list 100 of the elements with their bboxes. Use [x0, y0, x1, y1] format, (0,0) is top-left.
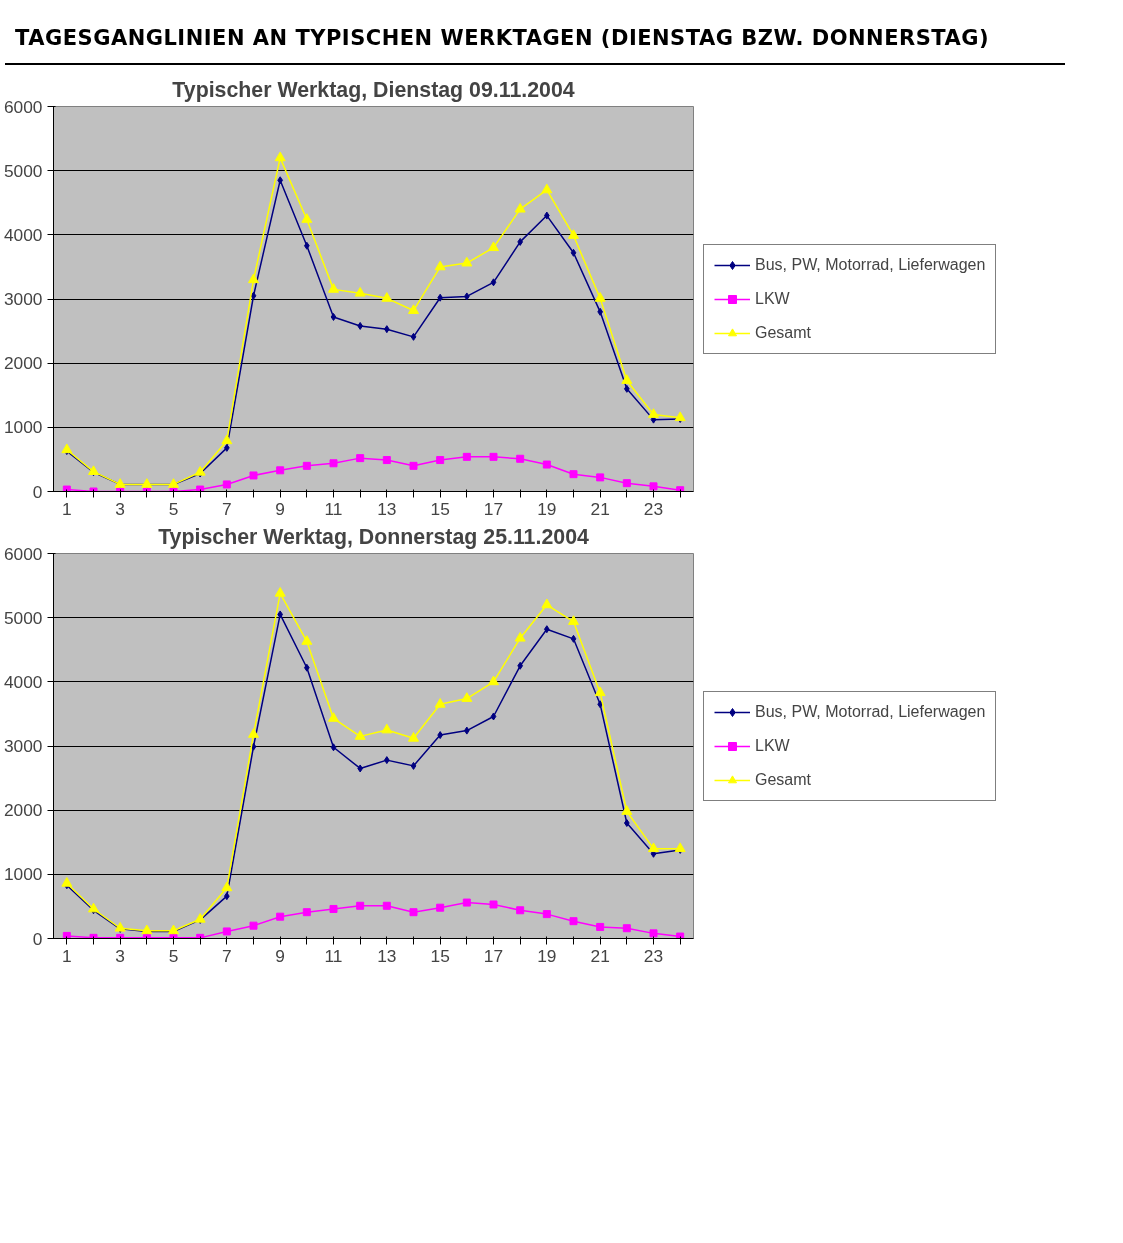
point: [649, 929, 658, 938]
x-tick-label: 13: [377, 945, 397, 966]
point: [62, 485, 71, 492]
point: [301, 635, 313, 645]
point: [276, 912, 285, 921]
chart-title: Typischer Werktag, Dienstag 09.11.2004: [172, 77, 575, 102]
point: [596, 473, 605, 482]
point: [434, 698, 446, 708]
y-tick-label: 6000: [3, 543, 43, 564]
legend-label: LKW: [755, 736, 790, 755]
y-tick-label: 5000: [3, 160, 43, 181]
point: [676, 932, 685, 939]
point: [436, 456, 445, 465]
y-tick-label: 2000: [3, 353, 43, 374]
y-tick-label: 1000: [3, 864, 43, 885]
point: [302, 461, 311, 470]
text: TAGESGANGLINIEN AN TYPISCHEN WERKTAGEN (DIENSTAG BZW. DONNERSTAG): [15, 25, 990, 52]
point: [61, 443, 73, 454]
point: [489, 452, 498, 461]
point: [62, 931, 71, 939]
point: [301, 213, 313, 223]
x-tick-label: 5: [168, 945, 179, 966]
point: [354, 286, 366, 297]
point: [274, 587, 286, 597]
x-tick-label: 15: [430, 498, 450, 519]
point: [569, 470, 578, 479]
point: [648, 408, 659, 418]
point: [410, 332, 417, 341]
x-tick-label: 11: [324, 498, 343, 519]
y-tick-label: 0: [32, 481, 43, 502]
point: [461, 692, 473, 702]
point: [88, 902, 99, 913]
point: [409, 461, 418, 470]
x-tick-label: 17: [483, 498, 504, 519]
x-tick-label: 13: [377, 498, 397, 519]
point: [61, 877, 73, 887]
legend-label: Bus, PW, Motorrad, Lieferwagen: [755, 255, 986, 274]
point: [249, 921, 258, 930]
point: [649, 482, 658, 491]
point: [356, 901, 365, 910]
point: [330, 743, 337, 752]
y-tick-label: 0: [32, 928, 43, 949]
point: [194, 465, 206, 476]
point: [250, 291, 257, 300]
point: [570, 248, 577, 257]
point: [462, 898, 471, 907]
x-tick-label: 21: [590, 945, 610, 966]
y-tick-label: 3000: [3, 289, 43, 309]
point: [249, 471, 258, 480]
x-tick-label: 23: [643, 945, 664, 966]
point: [542, 910, 551, 919]
point: [436, 903, 445, 912]
point: [381, 292, 393, 302]
x-tick-label: 7: [222, 498, 232, 519]
y-tick-label: 2000: [3, 800, 43, 821]
point: [329, 459, 338, 468]
x-tick-label: 5: [168, 498, 179, 519]
x-tick-label: 3: [115, 945, 125, 966]
point: [624, 819, 630, 827]
point: [382, 901, 391, 910]
point: [222, 480, 231, 489]
x-tick-label: 15: [430, 945, 450, 966]
point: [594, 686, 606, 697]
point: [329, 904, 338, 913]
point: [541, 183, 553, 194]
point: [568, 229, 579, 239]
point: [328, 283, 339, 293]
legend-label: Gesamt: [755, 770, 812, 789]
point: [408, 732, 419, 742]
point: [462, 452, 471, 461]
point: [330, 312, 337, 321]
point: [622, 479, 631, 488]
point: [274, 151, 286, 162]
point: [516, 454, 525, 463]
x-tick-label: 11: [324, 945, 343, 966]
point: [490, 712, 497, 721]
point: [382, 456, 391, 465]
point: [250, 742, 257, 751]
chart-title: Typischer Werktag, Donnerstag 25.11.2004: [158, 524, 589, 549]
x-tick-label: 21: [590, 498, 610, 519]
point: [434, 260, 446, 271]
point: [516, 906, 525, 915]
legend-label: Gesamt: [755, 323, 812, 342]
legend-label: LKW: [755, 289, 790, 308]
x-tick-label: 1: [62, 945, 72, 966]
point: [489, 900, 498, 909]
point: [514, 631, 526, 642]
x-tick-label: 1: [62, 498, 72, 519]
point: [356, 454, 365, 463]
point: [248, 728, 259, 738]
point: [328, 712, 339, 722]
x-tick-label: 19: [537, 498, 557, 519]
point: [276, 466, 285, 475]
y-tick-label: 3000: [3, 736, 43, 756]
x-tick-label: 23: [643, 498, 664, 519]
point: [621, 374, 633, 384]
point: [542, 460, 551, 469]
point: [408, 304, 419, 314]
point: [490, 278, 497, 287]
y-tick-label: 4000: [3, 224, 43, 245]
